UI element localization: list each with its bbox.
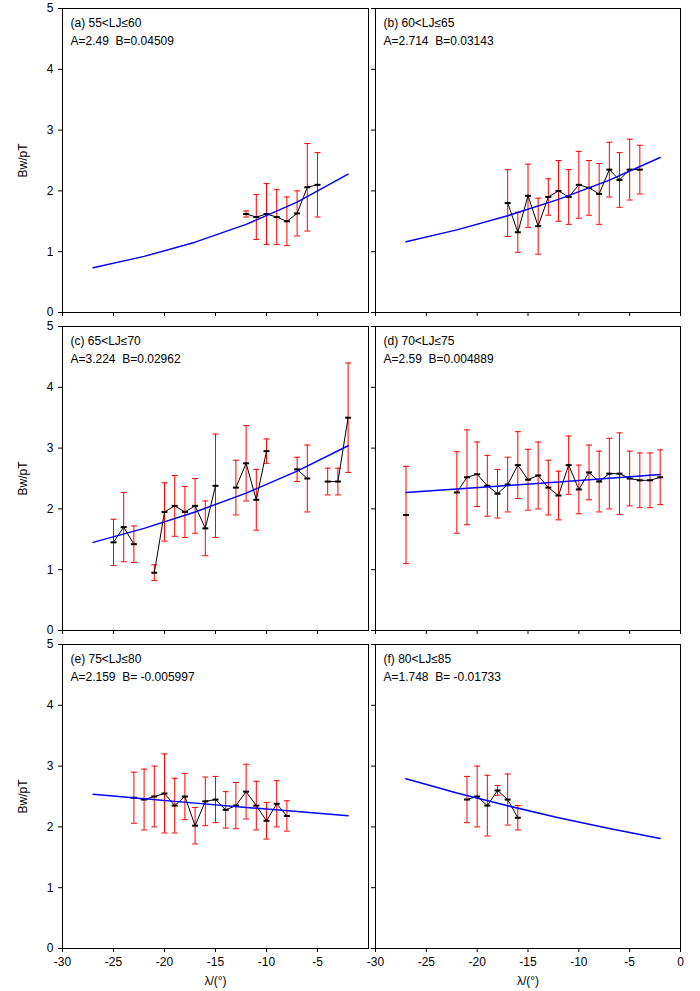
svg-text:-25: -25 <box>105 955 123 969</box>
svg-text:0: 0 <box>47 305 54 319</box>
svg-text:A=1.748 B= -0.01733: A=1.748 B= -0.01733 <box>384 670 502 684</box>
svg-text:Bw/pT: Bw/pT <box>16 779 30 814</box>
svg-text:2: 2 <box>47 820 54 834</box>
svg-text:0: 0 <box>47 941 54 955</box>
svg-text:-30: -30 <box>367 955 385 969</box>
svg-text:Bw/pT: Bw/pT <box>16 461 30 496</box>
svg-text:1: 1 <box>47 563 54 577</box>
svg-text:A=2.59 B=0.004889: A=2.59 B=0.004889 <box>384 352 494 366</box>
svg-text:A=2.714 B=0.03143: A=2.714 B=0.03143 <box>384 34 494 48</box>
svg-text:1: 1 <box>47 245 54 259</box>
svg-text:-10: -10 <box>258 955 276 969</box>
svg-text:2: 2 <box>47 184 54 198</box>
svg-text:A=2.49 B=0.04509: A=2.49 B=0.04509 <box>71 34 175 48</box>
svg-text:4: 4 <box>47 62 54 76</box>
svg-text:(a) 55<LJ≤60: (a) 55<LJ≤60 <box>71 16 142 30</box>
svg-text:-30: -30 <box>54 955 72 969</box>
svg-text:5: 5 <box>47 1 54 15</box>
svg-text:-20: -20 <box>156 955 174 969</box>
svg-text:-10: -10 <box>570 955 588 969</box>
svg-text:(f) 80<LJ≤85: (f) 80<LJ≤85 <box>384 652 452 666</box>
svg-text:-5: -5 <box>624 955 635 969</box>
svg-text:4: 4 <box>47 698 54 712</box>
svg-text:-15: -15 <box>207 955 225 969</box>
svg-text:λ/(°): λ/(°) <box>204 974 226 988</box>
svg-text:A=3.224 B=0.02962: A=3.224 B=0.02962 <box>71 352 181 366</box>
svg-text:0: 0 <box>47 623 54 637</box>
svg-text:3: 3 <box>47 441 54 455</box>
svg-text:3: 3 <box>47 123 54 137</box>
svg-text:5: 5 <box>47 319 54 333</box>
svg-text:(e) 75<LJ≤80: (e) 75<LJ≤80 <box>71 652 142 666</box>
svg-text:4: 4 <box>47 380 54 394</box>
svg-text:0: 0 <box>677 955 684 969</box>
svg-text:λ/(°): λ/(°) <box>517 974 539 988</box>
svg-text:A=2.159 B= -0.005997: A=2.159 B= -0.005997 <box>71 670 195 684</box>
svg-text:-15: -15 <box>519 955 537 969</box>
svg-text:(c) 65<LJ≤70: (c) 65<LJ≤70 <box>71 334 142 348</box>
svg-text:-25: -25 <box>418 955 436 969</box>
svg-text:(b) 60<LJ≤65: (b) 60<LJ≤65 <box>384 16 455 30</box>
svg-text:-20: -20 <box>468 955 486 969</box>
svg-text:2: 2 <box>47 502 54 516</box>
svg-text:5: 5 <box>47 637 54 651</box>
svg-text:-5: -5 <box>312 955 323 969</box>
svg-text:(d) 70<LJ≤75: (d) 70<LJ≤75 <box>384 334 455 348</box>
svg-text:Bw/pT: Bw/pT <box>16 143 30 178</box>
svg-text:1: 1 <box>47 881 54 895</box>
svg-text:3: 3 <box>47 759 54 773</box>
